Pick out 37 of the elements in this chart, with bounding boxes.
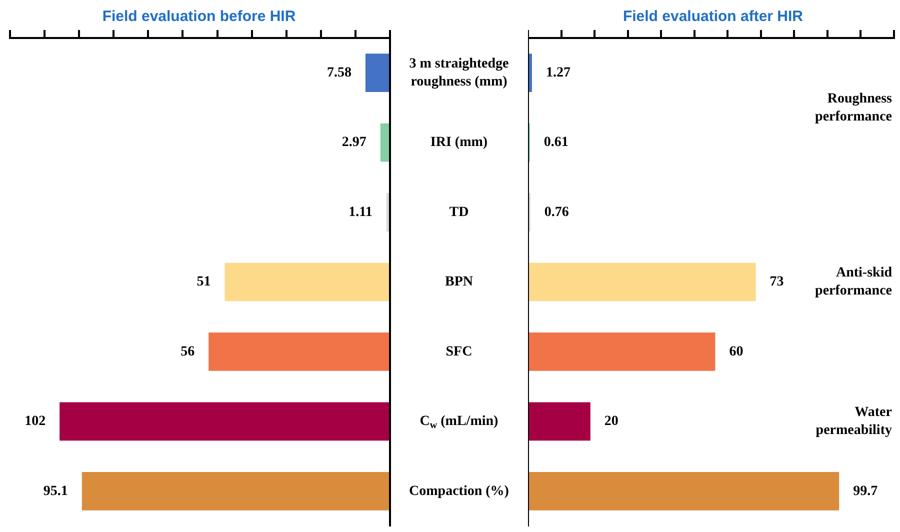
annotation: Roughness performance bbox=[815, 91, 893, 124]
data-label: 2.97 bbox=[342, 135, 366, 150]
chart-title: Field evaluation before HIR bbox=[101, 8, 297, 27]
data-label: 1.11 bbox=[348, 204, 372, 220]
y-tick-label: TD bbox=[449, 204, 469, 220]
y-tick-label: SFC bbox=[446, 344, 472, 360]
bar bbox=[208, 332, 389, 371]
data-label: 60 bbox=[729, 344, 744, 360]
data-label: 51 bbox=[196, 274, 211, 290]
y-tick-label: IRI (mm) bbox=[430, 135, 488, 150]
annotation: Water permeability bbox=[816, 405, 892, 438]
data-label: 73 bbox=[770, 274, 784, 290]
chart-title: Field evaluation after HIR bbox=[622, 8, 804, 27]
data-label: 0.61 bbox=[544, 135, 568, 150]
data-label: 102 bbox=[24, 414, 46, 430]
bar bbox=[529, 54, 532, 92]
data-label: 99.7 bbox=[853, 484, 878, 499]
y-tick-label: 3 m straightedge roughness (mm) bbox=[409, 56, 509, 90]
data-label: 7.58 bbox=[326, 65, 352, 80]
data-label: 95.1 bbox=[43, 484, 68, 499]
y-tick-label: Compaction (%) bbox=[409, 484, 510, 499]
data-label: 56 bbox=[180, 344, 195, 360]
bar bbox=[365, 54, 389, 92]
annotation: Anti-skid performance bbox=[815, 266, 892, 299]
data-label: 0.76 bbox=[544, 204, 569, 220]
bar bbox=[529, 472, 840, 510]
y-tick-label: BPN bbox=[445, 274, 473, 290]
bar bbox=[529, 402, 590, 441]
bar bbox=[82, 472, 389, 510]
bar bbox=[386, 193, 389, 232]
bar bbox=[529, 262, 756, 302]
data-label: 1.27 bbox=[546, 65, 570, 80]
bar bbox=[380, 123, 389, 162]
bar bbox=[529, 332, 716, 371]
bar bbox=[60, 402, 389, 441]
bar bbox=[224, 262, 389, 302]
data-label: 20 bbox=[604, 414, 618, 430]
